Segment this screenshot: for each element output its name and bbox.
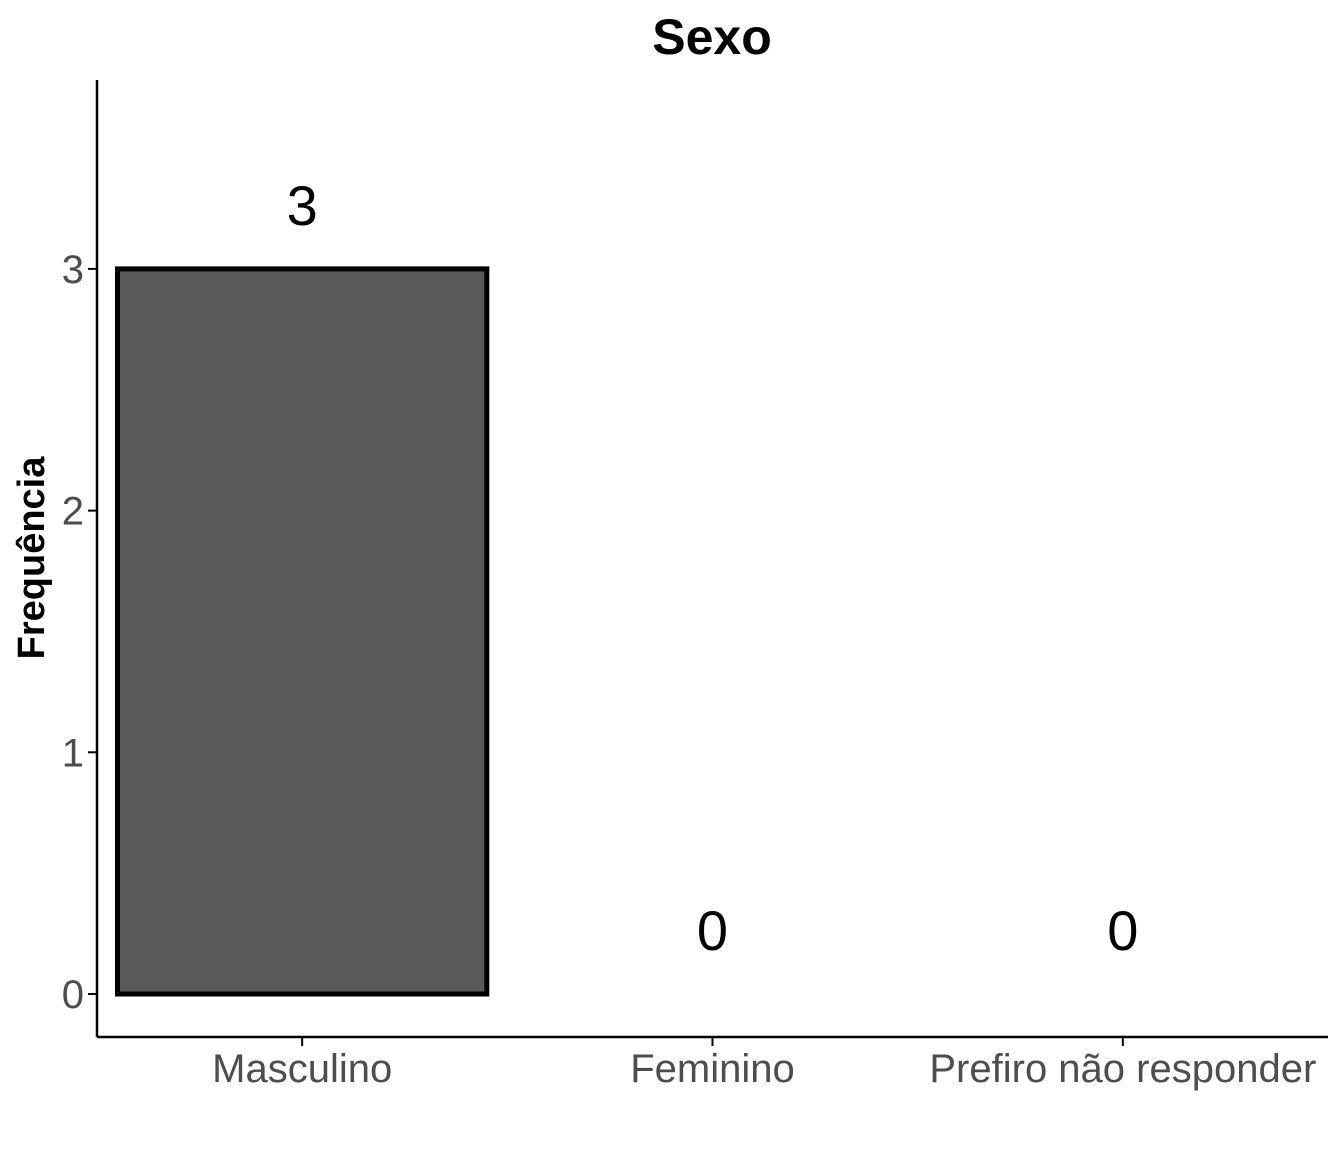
y-axis-label: Frequência (11, 456, 53, 660)
y-tick-label-3: 3 (62, 248, 84, 292)
x-tick-label-1: Feminino (630, 1047, 795, 1091)
x-tick-label-2: Prefiro não responder (929, 1047, 1316, 1091)
bar-0 (115, 266, 490, 997)
y-tick-label-0: 0 (62, 973, 84, 1017)
y-tick-label-2: 2 (62, 490, 84, 534)
axes-group: Masculino Feminino Prefiro não responder 0 1… (62, 80, 1328, 1091)
bars-group (115, 266, 490, 997)
x-tick-label-0: Masculino (212, 1047, 392, 1091)
chart-title: Sexo (652, 9, 772, 65)
data-label-1: 0 (697, 899, 728, 962)
data-label-2: 0 (1107, 899, 1138, 962)
data-labels-group: 3 0 0 (287, 174, 1139, 962)
y-tick-label-1: 1 (62, 731, 84, 775)
data-label-0: 3 (287, 174, 318, 237)
